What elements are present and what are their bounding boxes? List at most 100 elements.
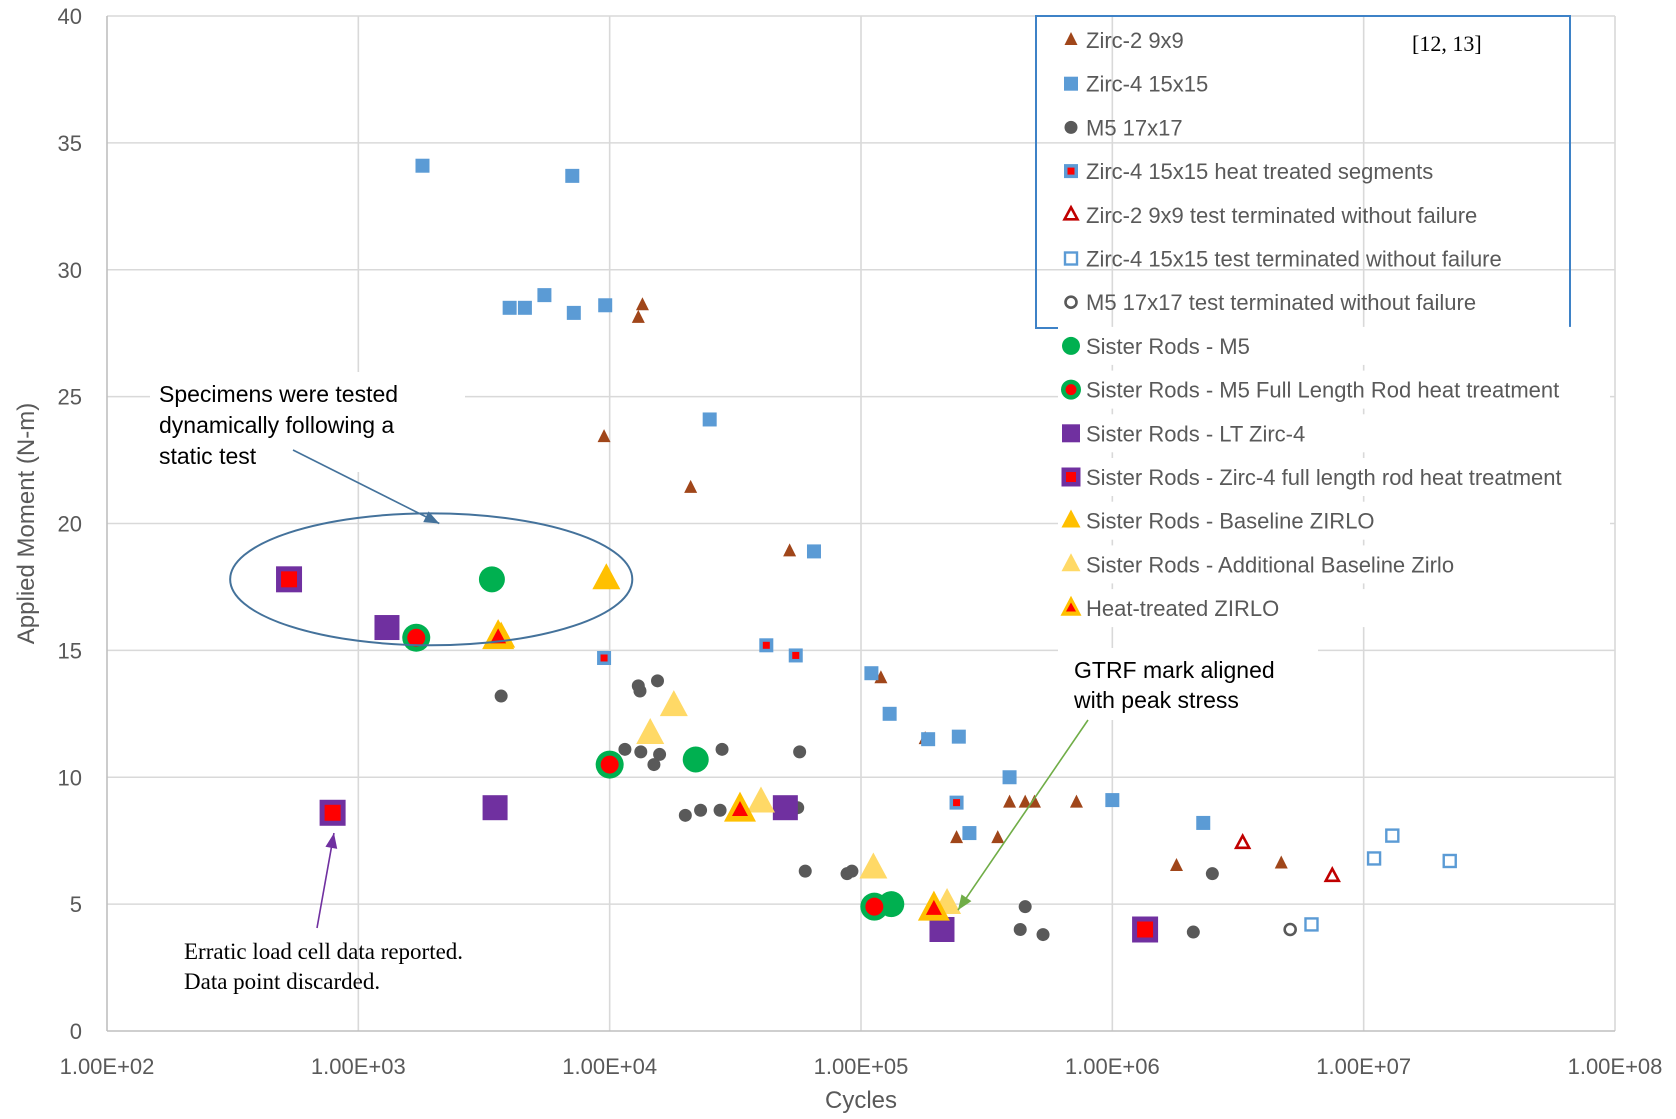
y-tick-label: 25	[58, 385, 82, 410]
marker	[950, 830, 964, 844]
data-point	[798, 864, 812, 878]
data-point	[1283, 922, 1297, 937]
marker	[1013, 923, 1027, 936]
marker	[634, 745, 648, 759]
marker	[793, 745, 807, 759]
data-point	[618, 742, 632, 756]
data-point	[402, 623, 431, 652]
series-11	[276, 566, 1159, 943]
data-point	[653, 747, 667, 761]
marker	[565, 168, 580, 183]
legend-marker	[1062, 204, 1080, 221]
legend-item: Zirc-4 15x15 test terminated without fai…	[1063, 247, 1502, 272]
legend-item: Sister Rods - LT Zirc-4	[1058, 414, 1610, 453]
annotation-gtrf-text: with peak stress	[1073, 687, 1239, 713]
arrow-head	[325, 833, 338, 849]
marker	[715, 742, 729, 756]
y-axis-title: Applied Moment (N-m)	[13, 403, 40, 644]
data-point	[962, 826, 977, 841]
annotation-specimens-text: Specimens were tested	[159, 381, 398, 407]
data-point	[595, 750, 624, 779]
data-point	[864, 666, 879, 681]
marker	[407, 628, 426, 647]
legend-item: Heat-treated ZIRLO	[1058, 589, 1610, 628]
data-point	[598, 298, 613, 313]
data-point	[565, 168, 580, 183]
y-tick-label: 10	[58, 765, 82, 790]
data-point	[635, 297, 649, 311]
y-tick-label: 15	[58, 638, 82, 663]
data-point	[1385, 828, 1400, 843]
marker	[1018, 900, 1032, 914]
marker	[1002, 770, 1017, 785]
data-point	[319, 799, 346, 826]
data-point	[566, 305, 581, 320]
series-7	[1283, 922, 1297, 937]
legend-label: Zirc-4 15x15 test terminated without fai…	[1086, 247, 1502, 272]
data-point	[1018, 900, 1032, 914]
marker	[281, 571, 298, 588]
group-ellipse	[229, 512, 634, 647]
y-tick-label: 20	[58, 512, 82, 537]
legend-marker	[1067, 167, 1075, 175]
legend-marker	[1062, 336, 1080, 355]
legend-marker	[1066, 472, 1076, 482]
marker	[537, 288, 552, 303]
data-point	[597, 650, 612, 665]
marker	[951, 729, 966, 744]
data-point	[1069, 794, 1083, 808]
marker	[762, 641, 770, 649]
marker	[597, 429, 611, 443]
marker	[731, 800, 748, 816]
marker	[502, 300, 517, 315]
marker	[865, 897, 884, 916]
data-point	[684, 479, 698, 493]
marker	[1137, 921, 1154, 938]
annotation-specimens-arrow	[292, 449, 440, 525]
data-point	[502, 300, 517, 315]
marker	[1105, 793, 1120, 808]
legend-label: Zirc-2 9x9	[1086, 28, 1184, 53]
legend-label: Sister Rods - Additional Baseline Zirlo	[1086, 552, 1454, 577]
data-point	[634, 745, 648, 759]
data-point	[682, 746, 709, 773]
marker	[746, 786, 775, 813]
legend-label: Sister Rods - LT Zirc-4	[1086, 421, 1305, 446]
marker	[415, 158, 430, 173]
marker	[1283, 922, 1297, 937]
annotation-background	[150, 372, 465, 472]
data-point	[950, 830, 964, 844]
data-point	[921, 732, 936, 747]
marker	[1323, 866, 1341, 883]
series-4	[597, 638, 964, 810]
data-point	[482, 619, 515, 650]
data-point	[860, 892, 889, 921]
annotations: Specimens were tested dynamically followi…	[150, 372, 1318, 994]
marker	[651, 674, 665, 688]
data-point	[651, 674, 665, 688]
arrow-line	[957, 719, 1089, 911]
marker	[1186, 925, 1200, 939]
x-tick-label: 1.00E+04	[562, 1054, 657, 1079]
x-tick-label: 1.00E+02	[60, 1054, 155, 1079]
data-point	[597, 429, 611, 443]
data-point	[845, 864, 859, 878]
data-point	[759, 638, 774, 653]
arrow-head	[957, 894, 972, 911]
legend-item: Zirc-4 15x15	[1064, 72, 1208, 97]
legend-label: Zirc-4 15x15 heat treated segments	[1086, 159, 1433, 184]
legend-item-background	[1058, 414, 1610, 453]
marker	[783, 543, 797, 557]
data-point	[1132, 916, 1159, 943]
marker	[647, 758, 661, 772]
marker	[1018, 794, 1032, 808]
x-axis-title: Cycles	[825, 1087, 897, 1114]
marker	[962, 826, 977, 841]
data-point	[694, 803, 708, 817]
legend-label: Zirc-2 9x9 test terminated without failu…	[1086, 203, 1477, 228]
data-point	[1323, 866, 1341, 883]
legend-marker	[1064, 295, 1078, 310]
data-point	[788, 648, 803, 663]
data-point	[678, 808, 692, 822]
